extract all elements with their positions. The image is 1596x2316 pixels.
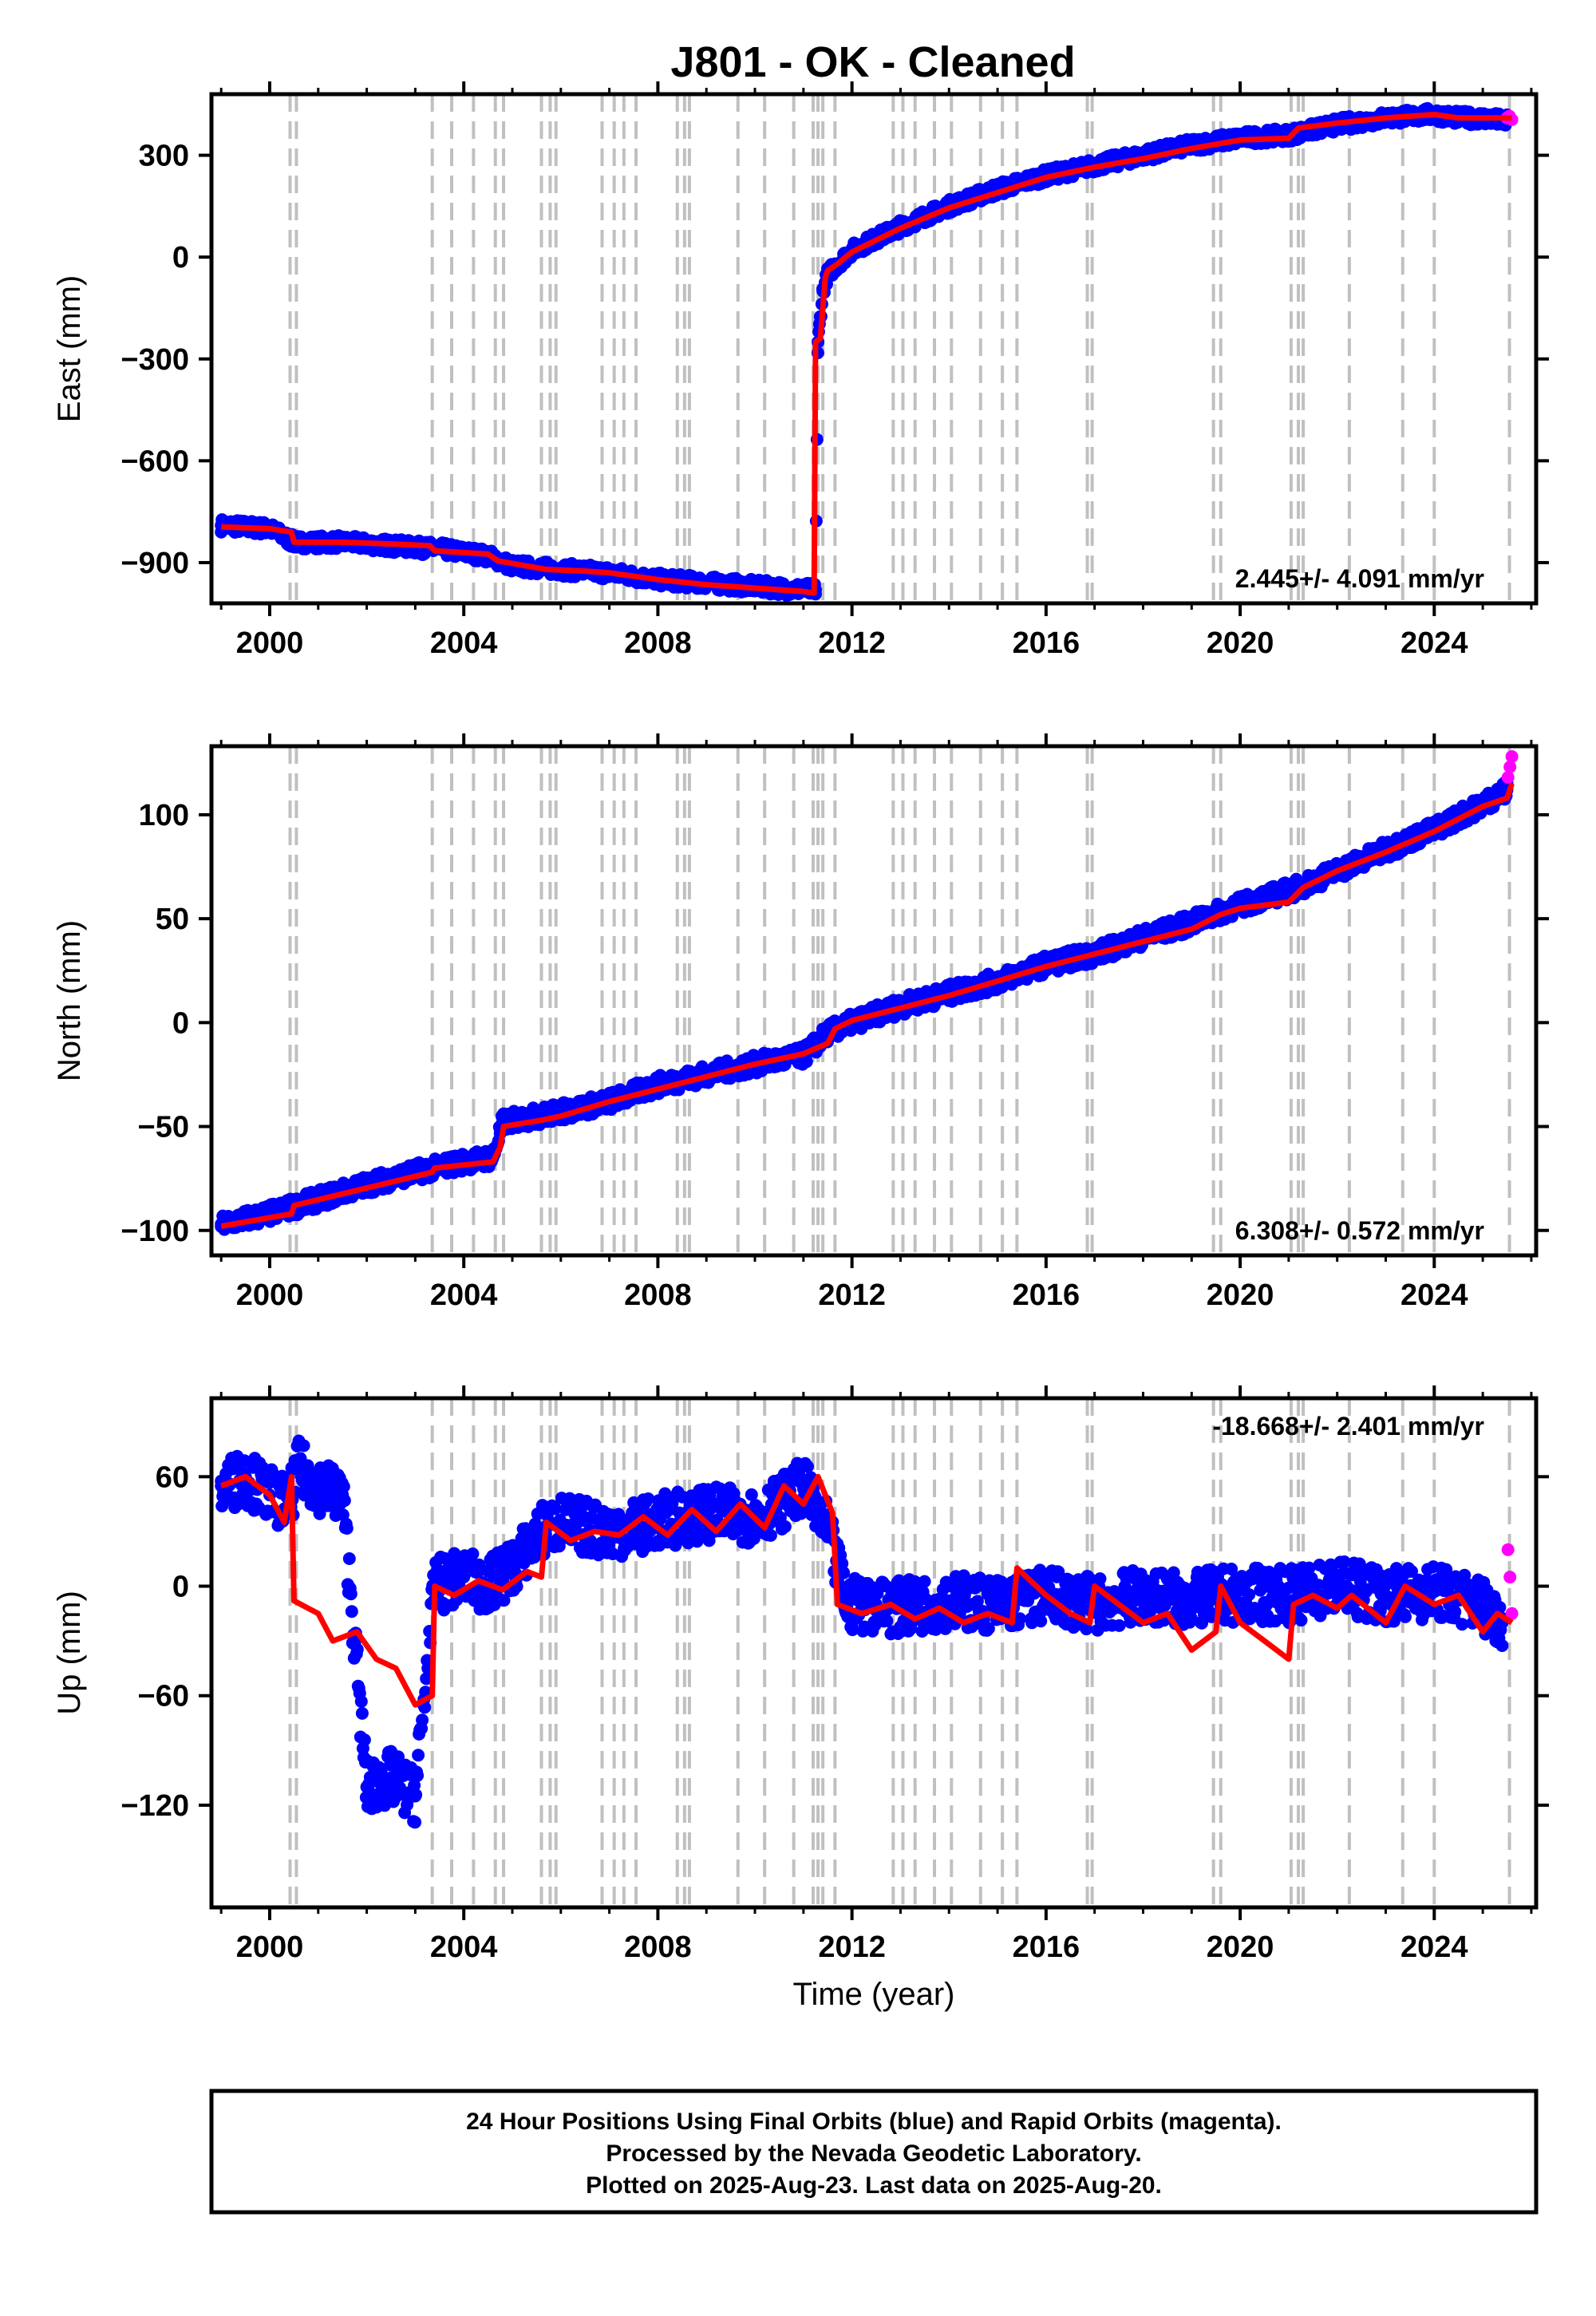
up-data-point: [1325, 1564, 1339, 1578]
east-y-tick-label: −300: [120, 343, 189, 377]
east-y-tick-label: 0: [172, 241, 189, 275]
up-data-point: [412, 1749, 425, 1762]
up-data-point: [374, 1766, 388, 1780]
north-y-tick-label: 50: [156, 903, 189, 936]
east-plot-area: [215, 94, 1519, 603]
up-data-point: [1093, 1572, 1107, 1586]
north-y-tick-label: 0: [172, 1006, 189, 1040]
up-plot-area: [215, 1398, 1519, 1907]
east-x-tick-label: 2024: [1400, 626, 1468, 660]
up-data-point: [764, 1528, 777, 1542]
east-x-tick-label: 2008: [624, 626, 692, 660]
up-data-point: [408, 1779, 421, 1792]
up-data-point: [297, 1439, 310, 1452]
north-x-tick-label: 2008: [624, 1279, 692, 1312]
east-panel: 2000 2004 2008 2012 2016 2020 2024 300 0 −300 −600…: [52, 81, 1549, 660]
north-y-tick-label: 100: [139, 799, 189, 832]
north-x-tick-label: 2016: [1013, 1279, 1080, 1312]
up-data-point: [409, 1816, 422, 1829]
east-model-line: [221, 112, 1512, 596]
north-series-rapid: [1501, 750, 1519, 785]
up-data-point: [472, 1558, 486, 1571]
up-data-point: [354, 1695, 368, 1708]
north-data-point: [1501, 771, 1515, 785]
east-x-tick-label: 2012: [818, 626, 886, 660]
north-velocity-label: 6.308+/- 0.572 mm/yr: [1235, 1216, 1484, 1245]
north-x-tick-label: 2020: [1207, 1279, 1274, 1312]
up-data-point: [411, 1769, 425, 1782]
up-data-point: [880, 1614, 894, 1627]
up-data-point: [1302, 1561, 1316, 1575]
up-data-point: [801, 1460, 814, 1473]
north-x-tick-label: 2012: [818, 1279, 886, 1312]
north-x-tick-label: 2000: [236, 1279, 304, 1312]
up-data-point: [970, 1595, 984, 1608]
north-data-point: [1505, 750, 1519, 763]
up-data-point: [745, 1488, 758, 1501]
up-data-point: [846, 1623, 859, 1637]
north-y-axis-label: North (mm): [52, 920, 87, 1081]
up-data-point: [871, 1587, 884, 1600]
east-y-tick-label: −600: [120, 445, 189, 478]
up-data-point: [837, 1566, 851, 1579]
north-plot-frame: [209, 744, 1539, 1258]
north-y-tick-label: −100: [120, 1215, 189, 1248]
up-data-point: [1080, 1622, 1093, 1636]
up-data-point: [344, 1587, 358, 1601]
up-data-point: [1294, 1614, 1308, 1627]
up-data-point: [350, 1642, 364, 1656]
up-data-point: [548, 1502, 562, 1516]
north-plot-area: [215, 746, 1519, 1255]
east-x-tick-label: 2020: [1207, 626, 1274, 660]
north-panel: 2000 2004 2008 2012 2016 2020 2024 100 50 0 −50 −10…: [52, 733, 1549, 1312]
east-x-tick-label: 2004: [430, 626, 498, 660]
up-data-point: [342, 1552, 356, 1565]
up-data-point: [1225, 1563, 1238, 1575]
up-data-point: [702, 1534, 716, 1547]
north-model-line: [220, 782, 1515, 1229]
chart-title: J801 - OK - Cleaned: [670, 38, 1075, 86]
up-series-final: [215, 1434, 1509, 1829]
up-data-point: [982, 1622, 995, 1635]
east-axis-ticks: 2000 2004 2008 2012 2016 2020 2024 300 0 −300 −600…: [120, 81, 1549, 660]
up-data-point: [497, 1594, 511, 1607]
east-velocity-label: 2.445+/- 4.091 mm/yr: [1235, 564, 1484, 593]
up-data-point: [1013, 1612, 1027, 1626]
north-y-tick-label: −50: [138, 1111, 189, 1144]
east-series-final: [215, 101, 1514, 602]
up-data-point: [1242, 1588, 1256, 1601]
up-data-point: [358, 1733, 371, 1747]
east-y-tick-label: 300: [139, 140, 189, 173]
up-data-point: [1112, 1618, 1126, 1632]
east-y-tick-label: −900: [120, 547, 189, 580]
up-data-point: [778, 1520, 792, 1533]
up-data-point: [466, 1547, 480, 1560]
up-data-point: [1184, 1611, 1198, 1625]
up-data-point: [1052, 1565, 1065, 1579]
north-series-final: [215, 775, 1514, 1236]
north-x-tick-label: 2004: [430, 1279, 498, 1312]
east-x-tick-label: 2000: [236, 626, 304, 660]
up-data-point: [642, 1492, 655, 1505]
up-data-point: [340, 1522, 354, 1535]
up-data-point: [345, 1605, 358, 1618]
east-y-axis-label: East (mm): [52, 275, 87, 422]
north-axis-ticks: 2000 2004 2008 2012 2016 2020 2024 100 50 0 −50 −10…: [120, 733, 1549, 1312]
up-data-point: [416, 1713, 429, 1727]
east-plot-frame: [209, 92, 1539, 606]
north-data-point: [1503, 761, 1517, 773]
east-x-tick-label: 2016: [1013, 626, 1080, 660]
up-data-point: [918, 1575, 931, 1588]
up-data-point: [355, 1706, 369, 1720]
up-data-point: [1034, 1614, 1048, 1628]
north-x-tick-label: 2024: [1400, 1279, 1468, 1312]
